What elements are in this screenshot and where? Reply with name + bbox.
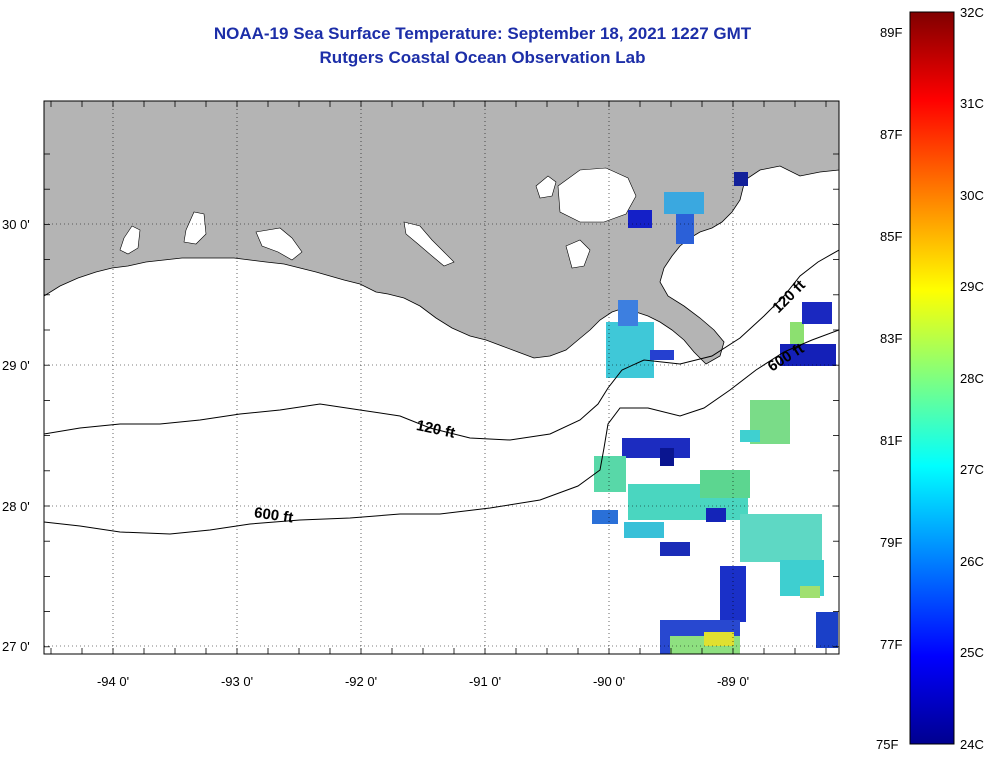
lat-label-28: 28 0'	[2, 499, 30, 514]
cbar-f-87: 87F	[880, 127, 902, 142]
map-subtitle: Rutgers Coastal Ocean Observation Lab	[319, 48, 646, 67]
cbar-f-81: 81F	[880, 433, 902, 448]
cbar-f-85: 85F	[880, 229, 902, 244]
cbar-c-24: 24C	[960, 737, 984, 752]
lon-label-89: -89 0'	[717, 674, 749, 689]
lat-label-29: 29 0'	[2, 358, 30, 373]
frame-ticks	[44, 101, 839, 654]
lake-west	[119, 225, 141, 255]
lake-east	[565, 239, 591, 269]
lon-label-90: -90 0'	[593, 674, 625, 689]
cbar-f-89: 89F	[880, 25, 902, 40]
cbar-c-29: 29C	[960, 279, 984, 294]
map-title: NOAA-19 Sea Surface Temperature: Septemb…	[213, 24, 752, 43]
lake-calcasieu	[183, 211, 207, 245]
lon-label-94: -94 0'	[97, 674, 129, 689]
cbar-f-83: 83F	[880, 331, 902, 346]
lake-small	[535, 175, 557, 199]
lon-label-93: -93 0'	[221, 674, 253, 689]
lat-label-30: 30 0'	[2, 217, 30, 232]
land-mass	[44, 101, 839, 365]
cbar-f-79: 79F	[880, 535, 902, 550]
graticule	[44, 101, 839, 654]
cbar-c-30: 30C	[960, 188, 984, 203]
cbar-c-25: 25C	[960, 645, 984, 660]
contour-600ft	[44, 329, 839, 535]
cbar-c-26: 26C	[960, 554, 984, 569]
lake-grand	[255, 227, 303, 261]
sst-data	[592, 172, 838, 654]
lake-white	[403, 221, 455, 267]
cbar-c-27: 27C	[960, 462, 984, 477]
cbar-f-77: 77F	[880, 637, 902, 652]
cbar-c-31: 31C	[960, 96, 984, 111]
colorbar	[909, 11, 955, 745]
contour-120ft	[44, 249, 839, 441]
cbar-c-28: 28C	[960, 371, 984, 386]
lake-pontchartrain	[557, 167, 637, 223]
lon-label-92: -92 0'	[345, 674, 377, 689]
lon-label-91: -91 0'	[469, 674, 501, 689]
cbar-f-75: 75F	[876, 737, 898, 752]
cbar-c-32: 32C	[960, 5, 984, 20]
map-border	[43, 100, 840, 655]
contour-label-600-west: 600 ft	[253, 504, 294, 526]
lat-label-27: 27 0'	[2, 639, 30, 654]
